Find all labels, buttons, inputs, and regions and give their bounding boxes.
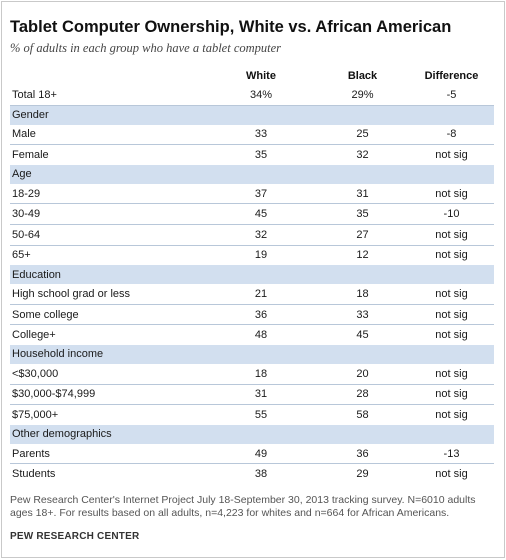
white-value: 49 bbox=[206, 443, 316, 465]
row-label: College+ bbox=[12, 329, 56, 342]
white-value: 32 bbox=[206, 224, 316, 246]
row-label: 65+ bbox=[12, 249, 31, 262]
section-other-demographics: Other demographics bbox=[10, 424, 494, 444]
row-label: Total 18+ bbox=[10, 85, 206, 106]
row-label: Parents bbox=[10, 443, 206, 465]
table-row: 65+ 19 12 not sig bbox=[10, 245, 494, 265]
black-value: 45 bbox=[356, 329, 369, 342]
header-black: Black bbox=[347, 70, 378, 82]
difference-value: -8 bbox=[409, 124, 494, 146]
section-heading: Age bbox=[10, 164, 494, 184]
table-row: Parents 49 36 -13 bbox=[10, 443, 494, 465]
white-value: 48 bbox=[254, 329, 268, 342]
black-value: 28 bbox=[316, 384, 409, 406]
black-value: 32 bbox=[356, 148, 369, 161]
difference-value: not sig bbox=[409, 363, 494, 385]
section-education: Education bbox=[10, 265, 494, 285]
table-row: 50-64 32 27 not sig bbox=[10, 224, 494, 246]
brand-credit: PEW RESEARCH CENTER bbox=[10, 530, 140, 542]
row-label: $75,000+ bbox=[12, 408, 59, 421]
difference-value: not sig bbox=[409, 224, 494, 246]
white-value: 35 bbox=[254, 148, 268, 161]
header-difference: Difference bbox=[424, 70, 479, 82]
difference-value: -10 bbox=[409, 203, 494, 225]
table-row: Male 33 25 -8 bbox=[10, 124, 494, 146]
section-household-income: Household income bbox=[10, 344, 494, 364]
black-value: 12 bbox=[356, 249, 369, 262]
section-age: Age bbox=[10, 164, 494, 184]
white-value: 19 bbox=[254, 249, 268, 262]
white-value: 18 bbox=[206, 363, 316, 385]
black-value: 27 bbox=[316, 224, 409, 246]
white-value: 45 bbox=[206, 203, 316, 225]
white-value: 31 bbox=[206, 384, 316, 406]
difference-value: not sig bbox=[435, 249, 468, 262]
source-note: Pew Research Center's Internet Project J… bbox=[10, 493, 476, 520]
black-value: 20 bbox=[316, 363, 409, 385]
table-row: <$30,000 18 20 not sig bbox=[10, 363, 494, 385]
black-value: 35 bbox=[316, 203, 409, 225]
difference-value: not sig bbox=[435, 329, 468, 342]
table-row: Some college 36 33 not sig bbox=[10, 304, 494, 326]
black-value: 25 bbox=[316, 124, 409, 146]
difference-value: -13 bbox=[409, 443, 494, 465]
white-value: 34% bbox=[206, 85, 316, 106]
white-value: 21 bbox=[206, 284, 316, 305]
header-white: White bbox=[246, 70, 276, 82]
black-value: 36 bbox=[316, 443, 409, 465]
table-row: 30-49 45 35 -10 bbox=[10, 203, 494, 225]
row-label: High school grad or less bbox=[10, 284, 206, 305]
white-value: 38 bbox=[254, 468, 268, 481]
section-heading: Education bbox=[10, 265, 494, 285]
table-row: $30,000-$74,999 31 28 not sig bbox=[10, 384, 494, 406]
ownership-table: White Black Difference Total 18+ 34% 29%… bbox=[10, 67, 494, 484]
table-row: Students 38 29 not sig bbox=[10, 464, 494, 484]
row-label: Some college bbox=[10, 304, 206, 326]
table-row: 18-29 37 31 not sig bbox=[10, 183, 494, 205]
table-row: College+ 48 45 not sig bbox=[10, 325, 494, 345]
row-label: <$30,000 bbox=[10, 363, 206, 385]
difference-value: not sig bbox=[409, 304, 494, 326]
black-value: 58 bbox=[356, 408, 369, 421]
black-value: 31 bbox=[316, 183, 409, 205]
difference-value: not sig bbox=[435, 408, 468, 421]
difference-value: -5 bbox=[409, 85, 494, 106]
white-value: 55 bbox=[254, 408, 268, 421]
black-value: 18 bbox=[316, 284, 409, 305]
table-row: Female 35 32 not sig bbox=[10, 145, 494, 165]
section-heading: Gender bbox=[10, 105, 494, 125]
header-blank bbox=[10, 67, 206, 85]
section-heading: Household income bbox=[10, 344, 494, 364]
black-value: 29 bbox=[356, 468, 369, 481]
black-value: 29% bbox=[316, 85, 409, 106]
header-row: White Black Difference bbox=[10, 67, 494, 85]
difference-value: not sig bbox=[409, 183, 494, 205]
white-value: 37 bbox=[206, 183, 316, 205]
row-label: 18-29 bbox=[10, 183, 206, 205]
table-row: High school grad or less 21 18 not sig bbox=[10, 284, 494, 305]
page-title: Tablet Computer Ownership, White vs. Afr… bbox=[10, 18, 452, 36]
white-value: 36 bbox=[206, 304, 316, 326]
row-label: $30,000-$74,999 bbox=[10, 384, 206, 406]
section-heading: Other demographics bbox=[10, 424, 494, 444]
black-value: 33 bbox=[316, 304, 409, 326]
row-label: Female bbox=[12, 148, 49, 161]
difference-value: not sig bbox=[409, 284, 494, 305]
table-row: $75,000+ 55 58 not sig bbox=[10, 405, 494, 425]
difference-value: not sig bbox=[435, 148, 468, 161]
total-row: Total 18+ 34% 29% -5 bbox=[10, 85, 494, 106]
difference-value: not sig bbox=[409, 384, 494, 406]
row-label: 30-49 bbox=[10, 203, 206, 225]
row-label: Students bbox=[12, 468, 56, 481]
row-label: Male bbox=[10, 124, 206, 146]
white-value: 33 bbox=[206, 124, 316, 146]
section-gender: Gender bbox=[10, 105, 494, 125]
page-subtitle: % of adults in each group who have a tab… bbox=[10, 41, 282, 55]
row-label: 50-64 bbox=[10, 224, 206, 246]
difference-value: not sig bbox=[435, 468, 468, 481]
